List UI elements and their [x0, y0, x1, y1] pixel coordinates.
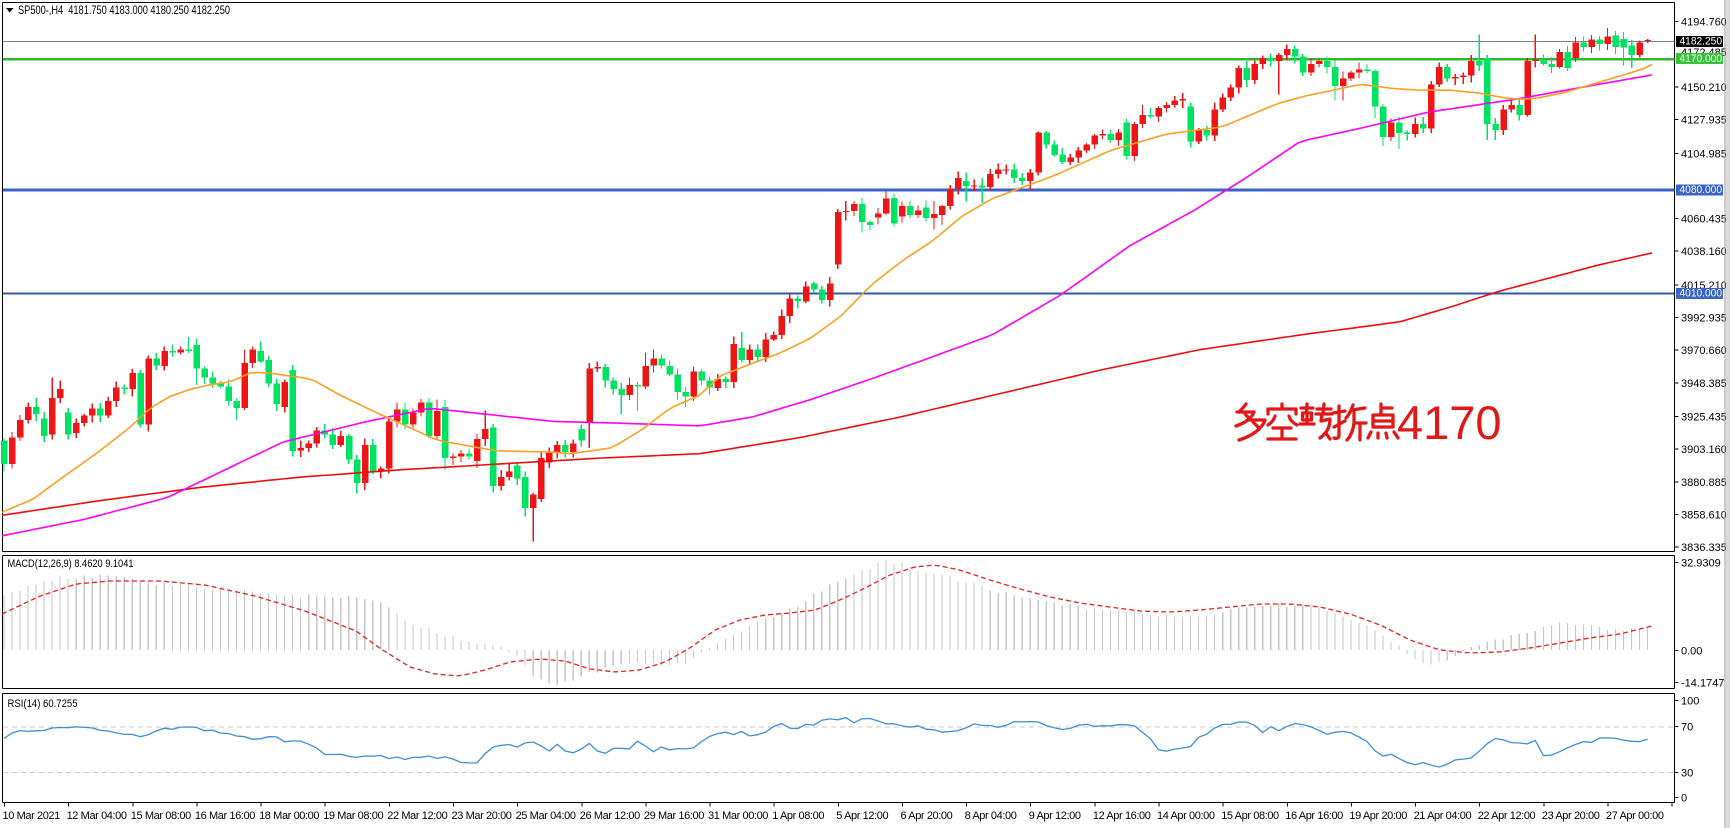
- svg-text:6 Apr 20:00: 6 Apr 20:00: [901, 810, 953, 822]
- svg-text:15 Apr 08:00: 15 Apr 08:00: [1221, 810, 1279, 822]
- svg-text:23 Apr 20:00: 23 Apr 20:00: [1542, 810, 1600, 822]
- svg-text:4182.250: 4182.250: [1680, 36, 1723, 48]
- svg-text:3903.160: 3903.160: [1681, 444, 1727, 456]
- svg-text:22 Apr 12:00: 22 Apr 12:00: [1478, 810, 1536, 822]
- svg-text:32.9309: 32.9309: [1681, 558, 1721, 570]
- svg-text:4150.210: 4150.210: [1681, 82, 1727, 94]
- svg-text:4170.000: 4170.000: [1680, 53, 1723, 65]
- svg-text:RSI(14) 60.7255: RSI(14) 60.7255: [8, 698, 78, 710]
- svg-text:12 Mar 04:00: 12 Mar 04:00: [67, 810, 127, 822]
- svg-text:21 Apr 04:00: 21 Apr 04:00: [1414, 810, 1472, 822]
- svg-text:70: 70: [1681, 722, 1693, 734]
- svg-text:4127.935: 4127.935: [1681, 115, 1727, 127]
- svg-text:19 Mar 08:00: 19 Mar 08:00: [323, 810, 383, 822]
- svg-text:25 Mar 04:00: 25 Mar 04:00: [516, 810, 576, 822]
- svg-text:30: 30: [1681, 767, 1693, 779]
- svg-text:4038.160: 4038.160: [1681, 246, 1727, 258]
- svg-text:31 Mar 00:00: 31 Mar 00:00: [708, 810, 768, 822]
- svg-text:0: 0: [1681, 792, 1687, 804]
- svg-text:12 Apr 16:00: 12 Apr 16:00: [1093, 810, 1151, 822]
- svg-text:1 Apr 08:00: 1 Apr 08:00: [772, 810, 824, 822]
- svg-text:3880.885: 3880.885: [1681, 477, 1727, 489]
- svg-text:4060.435: 4060.435: [1681, 214, 1727, 226]
- svg-text:MACD(12,26,9) 8.4620 9.1041: MACD(12,26,9) 8.4620 9.1041: [8, 558, 134, 570]
- svg-text:4080.000: 4080.000: [1680, 184, 1723, 196]
- svg-text:9 Apr 12:00: 9 Apr 12:00: [1029, 810, 1081, 822]
- svg-text:100: 100: [1681, 696, 1699, 708]
- svg-text:16 Mar 16:00: 16 Mar 16:00: [195, 810, 255, 822]
- svg-text:0.00: 0.00: [1681, 646, 1702, 658]
- svg-text:10 Mar 2021: 10 Mar 2021: [3, 810, 61, 822]
- svg-text:15 Mar 08:00: 15 Mar 08:00: [131, 810, 191, 822]
- svg-text:3858.610: 3858.610: [1681, 509, 1727, 521]
- svg-text:29 Mar 16:00: 29 Mar 16:00: [644, 810, 704, 822]
- svg-text:4104.985: 4104.985: [1681, 148, 1727, 160]
- svg-text:14 Apr 00:00: 14 Apr 00:00: [1157, 810, 1215, 822]
- svg-text:16 Apr 16:00: 16 Apr 16:00: [1285, 810, 1343, 822]
- svg-text:26 Mar 12:00: 26 Mar 12:00: [580, 810, 640, 822]
- svg-text:3970.660: 3970.660: [1681, 345, 1727, 357]
- svg-text:3992.935: 3992.935: [1681, 313, 1727, 325]
- svg-text:22 Mar 12:00: 22 Mar 12:00: [387, 810, 447, 822]
- svg-text:23 Mar 20:00: 23 Mar 20:00: [452, 810, 512, 822]
- svg-text:4010.000: 4010.000: [1680, 288, 1723, 300]
- svg-text:3948.385: 3948.385: [1681, 378, 1727, 390]
- svg-text:SP500-,H4 4181.750 4183.000 4: SP500-,H4 4181.750 4183.000 4180.250 418…: [18, 5, 230, 17]
- svg-text:3836.335: 3836.335: [1681, 542, 1727, 554]
- svg-text:8 Apr 04:00: 8 Apr 04:00: [965, 810, 1017, 822]
- svg-text:27 Apr 00:00: 27 Apr 00:00: [1606, 810, 1664, 822]
- svg-text:4194.760: 4194.760: [1681, 17, 1727, 29]
- svg-text:5 Apr 12:00: 5 Apr 12:00: [836, 810, 888, 822]
- svg-text:3925.435: 3925.435: [1681, 412, 1727, 424]
- svg-text:19 Apr 20:00: 19 Apr 20:00: [1349, 810, 1407, 822]
- svg-text:4170: 4170: [1397, 396, 1502, 449]
- svg-text:18 Mar 00:00: 18 Mar 00:00: [259, 810, 319, 822]
- svg-text:-14.1747: -14.1747: [1681, 678, 1724, 690]
